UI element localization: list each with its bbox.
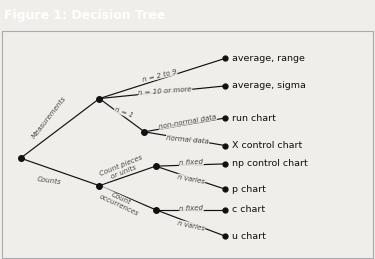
- Text: average, sigma: average, sigma: [232, 81, 306, 90]
- Text: Measurements: Measurements: [30, 95, 67, 139]
- Text: u chart: u chart: [232, 232, 266, 241]
- Text: Count
occurrences: Count occurrences: [98, 187, 142, 217]
- Text: average, range: average, range: [232, 54, 304, 63]
- Text: n varies: n varies: [177, 220, 206, 232]
- Text: Count pieces
or units: Count pieces or units: [98, 154, 146, 183]
- Text: X control chart: X control chart: [232, 141, 302, 150]
- Text: Counts: Counts: [36, 176, 61, 186]
- Text: n = 10 or more: n = 10 or more: [138, 86, 192, 96]
- Text: n = 2 to 9: n = 2 to 9: [141, 68, 177, 83]
- Text: p chart: p chart: [232, 185, 266, 193]
- Text: Figure 1: Decision Tree: Figure 1: Decision Tree: [4, 9, 166, 22]
- Text: np control chart: np control chart: [232, 159, 308, 168]
- Text: n = 1: n = 1: [114, 106, 134, 118]
- Text: n fixed: n fixed: [179, 159, 204, 166]
- Text: normal data: normal data: [166, 135, 209, 145]
- Text: n fixed: n fixed: [179, 205, 204, 212]
- Text: non-normal data: non-normal data: [158, 113, 217, 130]
- Text: run chart: run chart: [232, 113, 276, 123]
- Text: c chart: c chart: [232, 205, 265, 214]
- Text: n varies: n varies: [177, 174, 206, 185]
